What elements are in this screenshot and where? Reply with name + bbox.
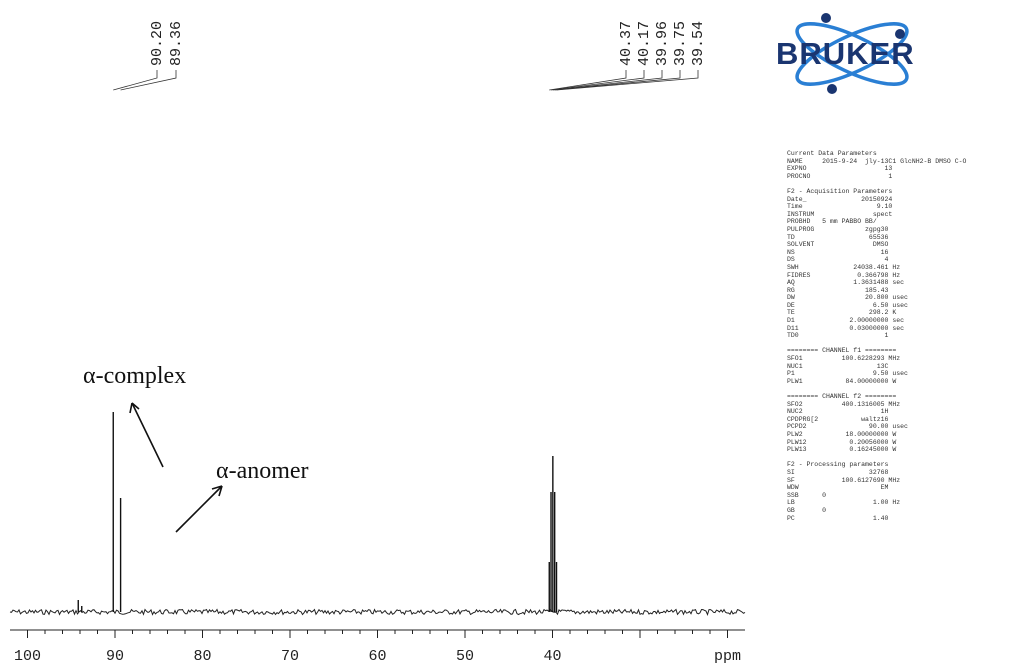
arrow-alpha-complex [131,402,164,468]
param-line: Date_ 20150924 [787,195,893,203]
param-line: Current Data Parameters [787,150,877,157]
param-line: PROCNO 1 [787,172,893,180]
annotation-alpha-anomer: α-anomer [216,458,309,484]
peak-position-label: 90.20 [149,21,166,66]
peak-position-label: 39.96 [654,21,671,66]
param-line: PLW13 0.16245000 W [787,446,897,454]
acquisition-parameters-panel: Current Data Parameters NAME 2015-9-24 jl… [787,150,1007,522]
param-line: AQ 1.3631488 sec [787,279,905,287]
param-line [787,340,1007,348]
param-line: DW 20.800 usec [787,294,908,302]
param-line: SFO1 100.6228293 MHz [787,355,901,363]
param-line: SOLVENT DMSO [787,241,889,249]
param-line: PCPD2 90.00 usec [787,423,908,431]
param-line: LB 1.00 Hz [787,499,901,507]
param-line: EXPNO 13 [787,165,893,173]
peak-position-label: 40.17 [636,21,653,66]
param-line: SF 100.6127690 MHz [787,476,901,484]
peak-position-label: 40.37 [618,21,635,66]
param-line: SWH 24038.461 Hz [787,263,901,271]
param-line [787,180,1007,188]
param-line: NUC2 1H [787,408,889,416]
arrowhead-alpha-complex [129,402,140,414]
peak-label-connector [550,70,645,91]
param-line: PLW2 18.00000000 W [787,430,897,438]
param-line: TE 298.2 K [787,309,897,317]
param-line [787,454,1007,462]
peak-label-connector [552,70,663,91]
peak-position-label: 39.54 [690,21,707,66]
x-tick-label: 90 [106,648,124,665]
param-line: CPDPRG[2 waltz16 [787,415,889,423]
param-line: P1 9.50 usec [787,370,908,378]
x-tick-label: 40 [543,648,561,665]
param-line: D1 2.00000000 sec [787,317,905,325]
param-line: NS 16 [787,248,889,256]
param-line: WDW EM [787,484,889,492]
logo-text: BRUKER [776,36,915,71]
param-line [787,385,1007,393]
baseline-noise [9,608,746,616]
param-line: D11 0.03000000 sec [787,324,905,332]
param-line: PULPROG zgpg30 [787,225,889,233]
peak-position-label: 39.75 [672,21,689,66]
param-line: Time 9.10 [787,203,893,211]
param-line: F2 - Processing parameters [787,461,889,469]
x-tick-label: 80 [193,648,211,665]
arrowhead-alpha-anomer [211,485,223,497]
peak-position-label: 89.36 [168,21,185,66]
x-tick-label: 50 [456,648,474,665]
param-line: FIDRES 0.366798 Hz [787,271,901,279]
x-tick-label: 100 [14,648,41,665]
param-line: SI 32768 [787,468,889,476]
param-line: GB 0 [787,506,827,514]
param-line: RG 185.43 [787,286,889,294]
peak-label-connector [549,70,627,91]
param-line: SSB 0 [787,491,827,499]
x-tick-label: 70 [281,648,299,665]
bruker-logo [795,13,909,94]
param-line: ======== CHANNEL f2 ======== [787,393,897,400]
param-line: TD0 1 [787,332,889,340]
param-line: PLW1 84.00000000 W [787,377,897,385]
peak-label-connector [120,70,177,91]
x-tick-label: 60 [368,648,386,665]
peak-label-connector [556,70,699,91]
param-line: F2 - Acquisition Parameters [787,187,893,195]
param-line: SFO2 400.1316005 MHz [787,400,901,408]
peak-label-connector [113,70,158,91]
param-line: PROBHD 5 mm PABBO BB/ [787,218,877,226]
annotation-alpha-complex: α-complex [83,363,186,389]
param-line: DS 4 [787,256,889,264]
param-line: NUC1 13C [787,362,889,370]
param-line: NAME 2015-9-24 jly-13C1 GlcNH2-B DMSO C-… [787,157,967,165]
x-axis-label: ppm [714,648,741,665]
param-line: TD 65536 [787,233,889,241]
param-line: PLW12 0.20056000 W [787,438,897,446]
param-line: DE 6.50 usec [787,301,908,309]
param-line: INSTRUM spect [787,210,893,218]
peak-label-connector [554,70,681,91]
param-line: ======== CHANNEL f1 ======== [787,347,897,355]
param-line: PC 1.40 [787,514,889,522]
arrow-alpha-anomer [175,485,223,533]
